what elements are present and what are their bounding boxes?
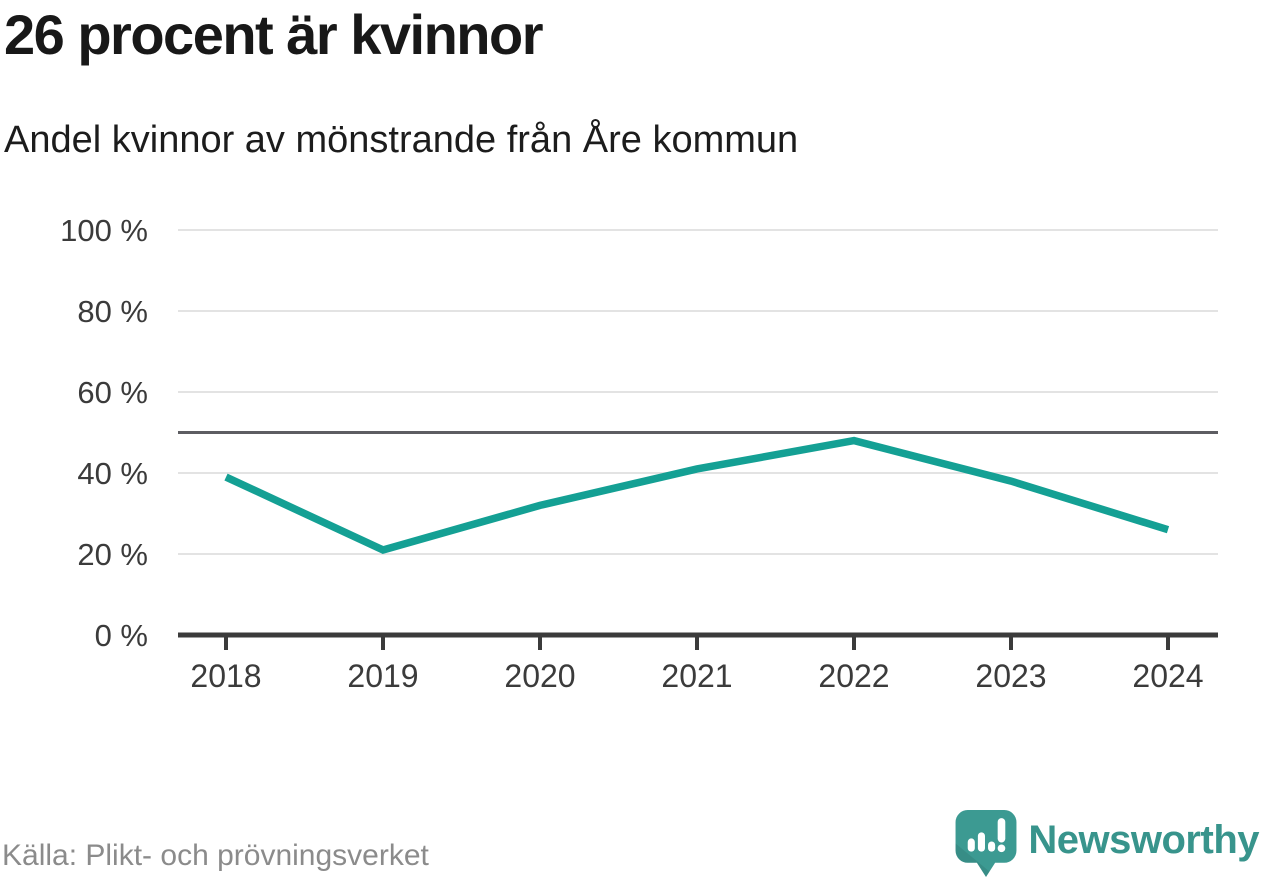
y-tick-label: 40 % [77,456,148,491]
chart-subtitle: Andel kvinnor av mönstrande från Åre kom… [4,119,799,161]
y-tick-label: 80 % [77,294,148,329]
x-axis-labels: 2018 2019 2020 2021 2022 2023 2024 [190,658,1203,694]
x-tick-label: 2018 [190,658,261,694]
line-chart: 0 % 20 % 40 % 60 % 80 % 100 % 2018 2019 2020 2021… [60,213,1218,694]
chart-area: 0 % 20 % 40 % 60 % 80 % 100 % 2018 2019 2020 2021… [0,195,1262,715]
x-tick-label: 2023 [975,658,1046,694]
brand-name: Newsworthy [1028,818,1259,862]
x-tick-label: 2024 [1132,658,1203,694]
y-tick-label: 60 % [77,375,148,410]
y-tick-label: 0 % [95,618,148,653]
y-tick-label: 100 % [60,213,148,248]
brand-logo[interactable]: Newsworthy [955,810,1259,877]
y-tick-label: 20 % [77,537,148,572]
y-axis-labels: 0 % 20 % 40 % 60 % 80 % 100 % [60,213,148,653]
x-axis [178,632,1218,650]
series-line [224,436,1170,554]
x-tick-label: 2019 [347,658,418,694]
gridlines [178,229,1218,555]
x-tick-label: 2020 [504,658,575,694]
x-tick-label: 2022 [818,658,889,694]
newsworthy-icon [955,810,1017,877]
page-title: 26 procent är kvinnor [4,3,544,66]
source-text: Källa: Plikt- och prövningsverket [2,839,429,872]
x-tick-label: 2021 [661,658,732,694]
